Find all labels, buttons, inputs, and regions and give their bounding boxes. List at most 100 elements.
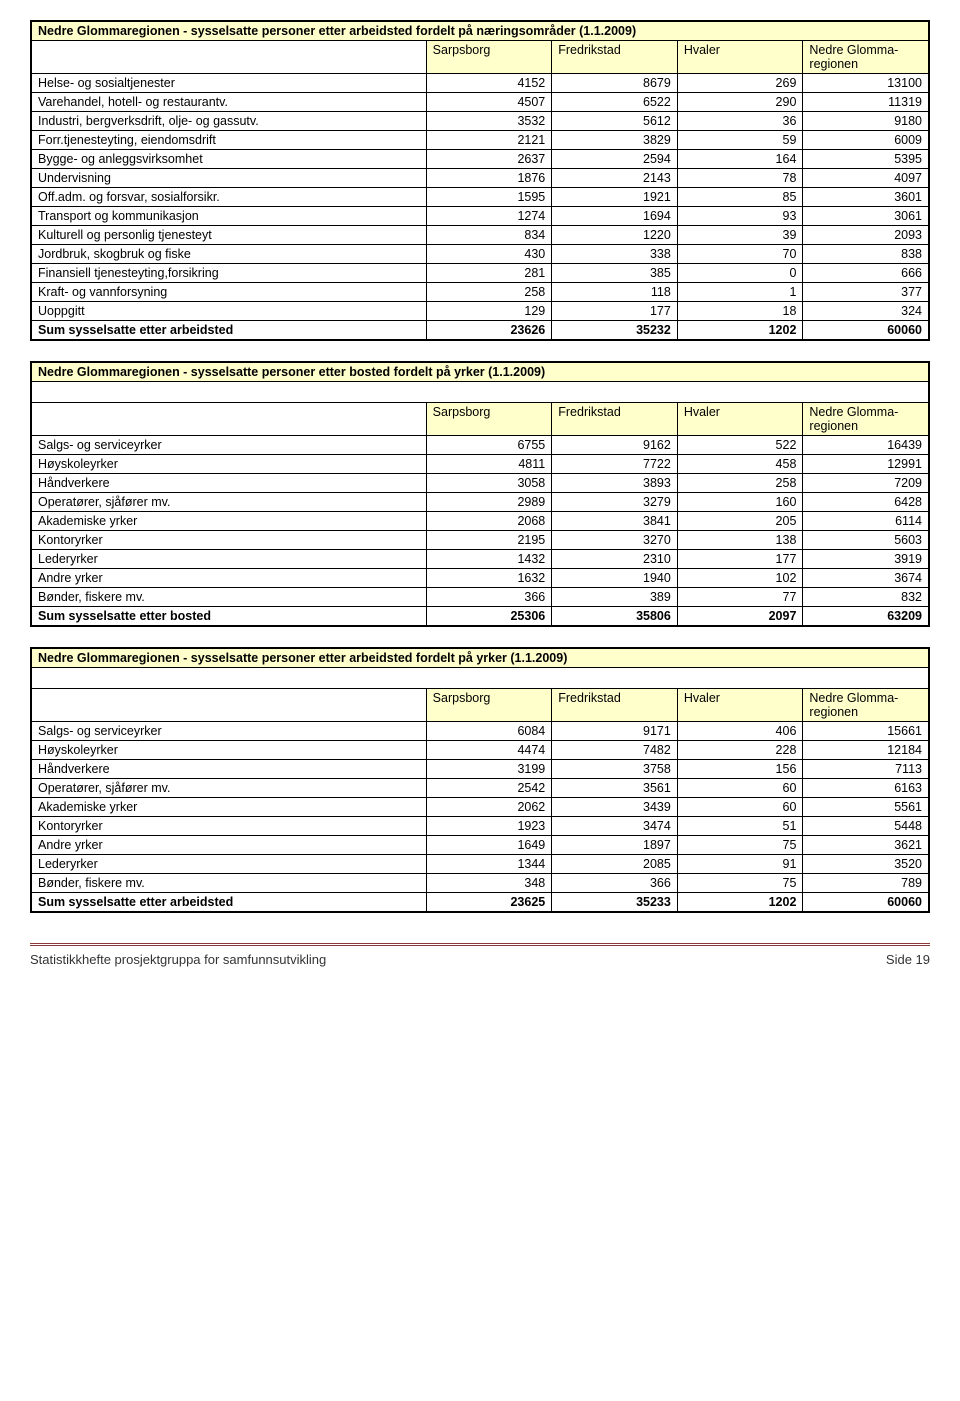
cell-value: 0 — [677, 264, 803, 283]
column-header: Fredrikstad — [552, 403, 678, 436]
table-row: Varehandel, hotell- og restaurantv.45076… — [32, 93, 929, 112]
row-label: Bønder, fiskere mv. — [32, 588, 427, 607]
cell-value: 75 — [677, 836, 803, 855]
column-header: Sarpsborg — [426, 41, 552, 74]
column-header: Nedre Glomma-regionen — [803, 689, 929, 722]
column-header: Fredrikstad — [552, 689, 678, 722]
cell-value: 70 — [677, 245, 803, 264]
row-label: Salgs- og serviceyrker — [32, 436, 427, 455]
cell-value: 269 — [677, 74, 803, 93]
row-label: Akademiske yrker — [32, 512, 427, 531]
cell-value: 4474 — [426, 741, 552, 760]
cell-value: 258 — [426, 283, 552, 302]
cell-value: 338 — [552, 245, 678, 264]
cell-value: 522 — [677, 436, 803, 455]
table-row: Lederyrker13442085913520 — [32, 855, 929, 874]
column-header: Fredrikstad — [552, 41, 678, 74]
cell-value: 789 — [803, 874, 929, 893]
cell-value: 2542 — [426, 779, 552, 798]
sum-value: 35233 — [552, 893, 678, 912]
row-label: Helse- og sosialtjenester — [32, 74, 427, 93]
table-row: Andre yrker16491897753621 — [32, 836, 929, 855]
spacer-row — [32, 668, 929, 689]
sum-value: 60060 — [803, 893, 929, 912]
footer-right: Side 19 — [886, 952, 930, 967]
spacer-row — [32, 382, 929, 403]
cell-value: 16439 — [803, 436, 929, 455]
cell-value: 1923 — [426, 817, 552, 836]
cell-value: 3279 — [552, 493, 678, 512]
cell-value: 60 — [677, 779, 803, 798]
column-header: Hvaler — [677, 403, 803, 436]
row-label: Andre yrker — [32, 569, 427, 588]
cell-value: 177 — [677, 550, 803, 569]
footer-left: Statistikkhefte prosjektgruppa for samfu… — [30, 952, 326, 967]
cell-value: 3270 — [552, 531, 678, 550]
sum-value: 25306 — [426, 607, 552, 626]
cell-value: 1595 — [426, 188, 552, 207]
sum-value: 1202 — [677, 893, 803, 912]
row-label: Salgs- og serviceyrker — [32, 722, 427, 741]
sum-row: Sum sysselsatte etter arbeidsted23626352… — [32, 321, 929, 340]
cell-value: 324 — [803, 302, 929, 321]
cell-value: 36 — [677, 112, 803, 131]
cell-value: 1632 — [426, 569, 552, 588]
cell-value: 5561 — [803, 798, 929, 817]
cell-value: 12991 — [803, 455, 929, 474]
data-table: Nedre Glommaregionen - sysselsatte perso… — [30, 361, 930, 627]
table-row: Lederyrker143223101773919 — [32, 550, 929, 569]
cell-value: 15661 — [803, 722, 929, 741]
sum-value: 35232 — [552, 321, 678, 340]
cell-value: 9162 — [552, 436, 678, 455]
sum-value: 2097 — [677, 607, 803, 626]
cell-value: 2085 — [552, 855, 678, 874]
row-label: Bygge- og anleggsvirksomhet — [32, 150, 427, 169]
cell-value: 5448 — [803, 817, 929, 836]
cell-value: 3061 — [803, 207, 929, 226]
cell-value: 177 — [552, 302, 678, 321]
row-label: Kontoryrker — [32, 531, 427, 550]
cell-value: 2121 — [426, 131, 552, 150]
row-label: Håndverkere — [32, 474, 427, 493]
cell-value: 4507 — [426, 93, 552, 112]
cell-value: 77 — [677, 588, 803, 607]
blank-header — [32, 41, 427, 74]
cell-value: 6114 — [803, 512, 929, 531]
table-row: Salgs- og serviceyrker6084917140615661 — [32, 722, 929, 741]
cell-value: 2637 — [426, 150, 552, 169]
cell-value: 3474 — [552, 817, 678, 836]
table-row: Operatører, sjåfører mv.25423561606163 — [32, 779, 929, 798]
cell-value: 2068 — [426, 512, 552, 531]
column-header: Nedre Glomma-regionen — [803, 41, 929, 74]
table-title: Nedre Glommaregionen - sysselsatte perso… — [32, 22, 929, 41]
row-label: Uoppgitt — [32, 302, 427, 321]
cell-value: 3893 — [552, 474, 678, 493]
cell-value: 1432 — [426, 550, 552, 569]
sum-row: Sum sysselsatte etter bosted253063580620… — [32, 607, 929, 626]
table-row: Operatører, sjåfører mv.298932791606428 — [32, 493, 929, 512]
row-label: Kontoryrker — [32, 817, 427, 836]
row-label: Bønder, fiskere mv. — [32, 874, 427, 893]
row-label: Akademiske yrker — [32, 798, 427, 817]
cell-value: 834 — [426, 226, 552, 245]
cell-value: 6163 — [803, 779, 929, 798]
cell-value: 366 — [426, 588, 552, 607]
sum-value: 35806 — [552, 607, 678, 626]
cell-value: 3829 — [552, 131, 678, 150]
page-footer: Statistikkhefte prosjektgruppa for samfu… — [30, 943, 930, 967]
cell-value: 6428 — [803, 493, 929, 512]
cell-value: 6084 — [426, 722, 552, 741]
row-label: Off.adm. og forsvar, sosialforsikr. — [32, 188, 427, 207]
cell-value: 228 — [677, 741, 803, 760]
cell-value: 5612 — [552, 112, 678, 131]
table-row: Transport og kommunikasjon12741694933061 — [32, 207, 929, 226]
cell-value: 3919 — [803, 550, 929, 569]
cell-value: 389 — [552, 588, 678, 607]
cell-value: 430 — [426, 245, 552, 264]
row-label: Kulturell og personlig tjenesteyt — [32, 226, 427, 245]
cell-value: 2989 — [426, 493, 552, 512]
cell-value: 832 — [803, 588, 929, 607]
row-label: Andre yrker — [32, 836, 427, 855]
sum-value: 23626 — [426, 321, 552, 340]
table-row: Kontoryrker19233474515448 — [32, 817, 929, 836]
